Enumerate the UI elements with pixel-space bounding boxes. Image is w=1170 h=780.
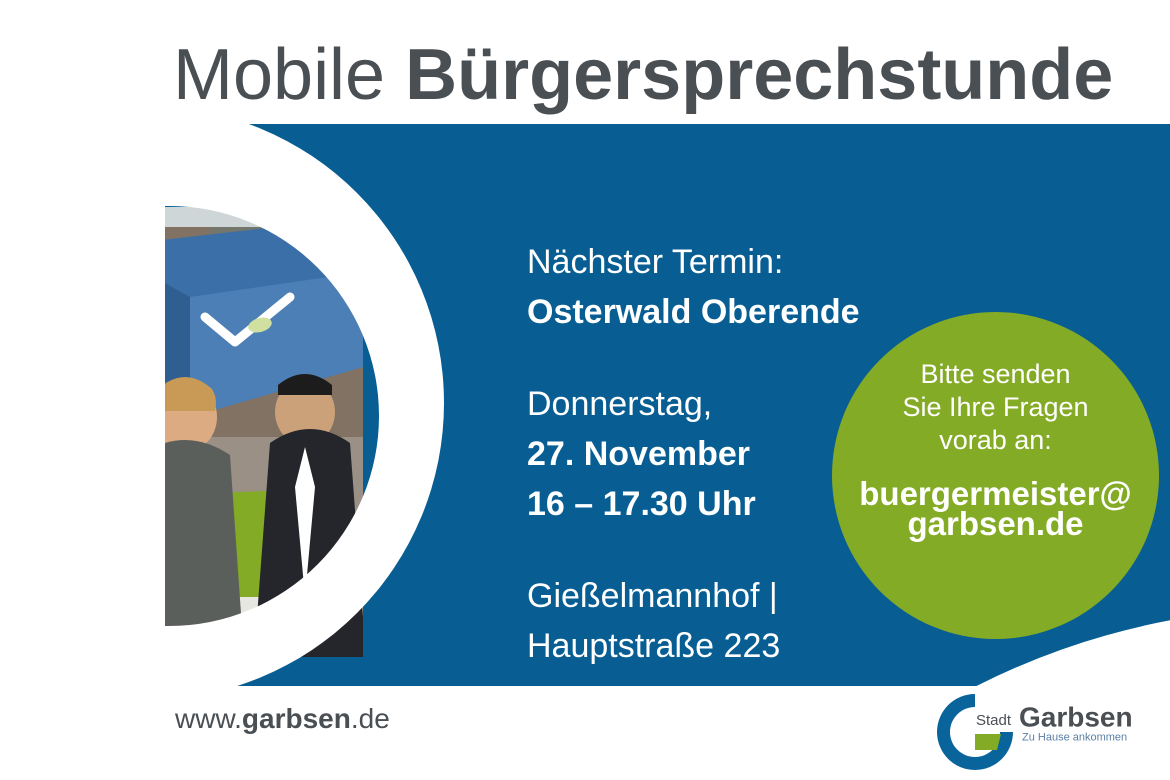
svg-text:Stadt: Stadt (976, 712, 1012, 729)
svg-text:Zu Hause ankommen: Zu Hause ankommen (1022, 732, 1127, 744)
svg-text:Garbsen: Garbsen (1019, 702, 1133, 733)
